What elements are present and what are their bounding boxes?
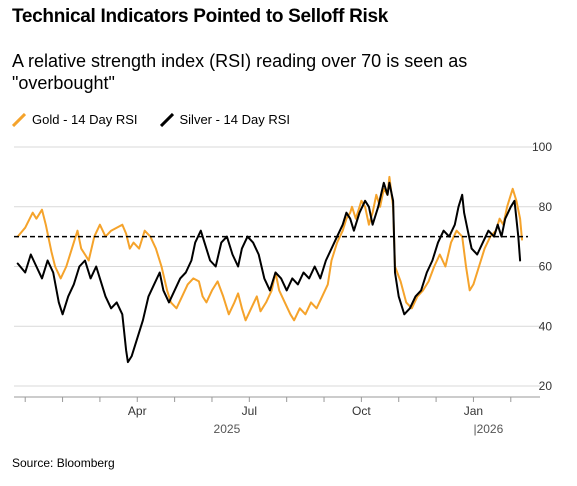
y-tick-label: 80 xyxy=(539,200,553,214)
legend-item-silver: Silver - 14 Day RSI xyxy=(159,112,291,127)
silver-line-swatch-icon xyxy=(159,112,174,127)
y-tick-label: 20 xyxy=(539,379,553,393)
series-layer xyxy=(16,175,523,364)
y-tick-label: 100 xyxy=(532,140,552,154)
chart-subtitle: A relative strength index (RSI) reading … xyxy=(12,51,468,93)
grid-layer xyxy=(14,146,540,387)
legend-label-gold: Gold - 14 Day RSI xyxy=(32,112,138,127)
axis-layer: 20 40 60 80 100 Apr Jul Oct Jan 2025 |2026 xyxy=(14,140,552,436)
year-label: |2026 xyxy=(473,422,503,436)
chart-title: Technical Indicators Pointed to Selloff … xyxy=(12,6,389,27)
y-tick-label: 60 xyxy=(539,260,553,274)
x-tick-label: Jul xyxy=(242,404,257,418)
legend-item-gold: Gold - 14 Day RSI xyxy=(12,112,138,127)
gold-rsi-line xyxy=(16,175,523,322)
gold-line-swatch-icon xyxy=(12,112,26,127)
x-tick-label: Oct xyxy=(352,404,371,418)
year-label: 2025 xyxy=(214,422,241,436)
legend-label-silver: Silver - 14 Day RSI xyxy=(179,112,291,127)
y-tick-label: 40 xyxy=(539,319,553,333)
x-tick-label: Jan xyxy=(464,404,483,418)
x-tick-label: Apr xyxy=(128,404,147,418)
silver-rsi-line xyxy=(16,181,522,364)
source-note: Source: Bloomberg xyxy=(12,456,115,470)
chart-legend: Gold - 14 Day RSI Silver - 14 Day RSI xyxy=(12,112,312,127)
